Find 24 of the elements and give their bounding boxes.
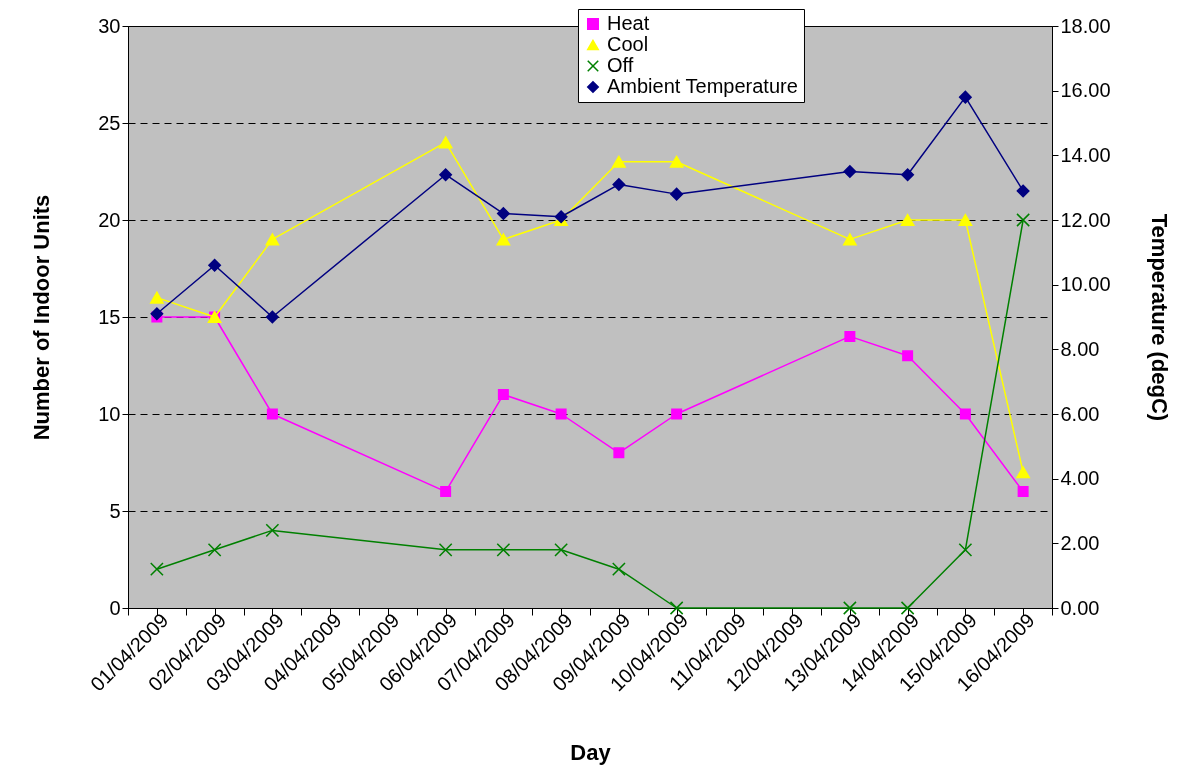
y2-tick-label: 18.00 <box>1060 14 1111 37</box>
y-tick-label: 25 <box>98 111 121 134</box>
y-axis-title: Number of Indoor Units <box>29 194 55 441</box>
y2-tick-label: 4.00 <box>1060 467 1100 490</box>
y2-tick-label: 10.00 <box>1060 273 1111 296</box>
y2-tick-label: 0.00 <box>1060 596 1100 619</box>
y2-tick-label: 14.00 <box>1060 143 1111 166</box>
y-tick-label: 0 <box>109 596 121 619</box>
y2-tick-label: 16.00 <box>1060 79 1111 102</box>
legend-label: Heat <box>606 12 650 34</box>
y2-tick-label: 6.00 <box>1060 402 1100 425</box>
y2-tick-label: 12.00 <box>1060 208 1111 231</box>
legend-label: Off <box>606 54 634 76</box>
y-tick-label: 15 <box>98 305 121 328</box>
y-tick-label: 30 <box>98 14 121 37</box>
y2-tick-label: 8.00 <box>1060 337 1100 360</box>
y-tick-label: 10 <box>98 402 121 425</box>
y2-tick-label: 2.00 <box>1060 531 1100 554</box>
y-tick-label: 20 <box>98 208 121 231</box>
x-axis-title: Day <box>570 740 612 766</box>
y2-axis-title: Temperature (degC) <box>1146 213 1172 422</box>
legend-label: Cool <box>606 33 649 55</box>
y-tick-label: 5 <box>109 499 121 522</box>
legend-label: Ambient Temperature <box>606 75 798 97</box>
